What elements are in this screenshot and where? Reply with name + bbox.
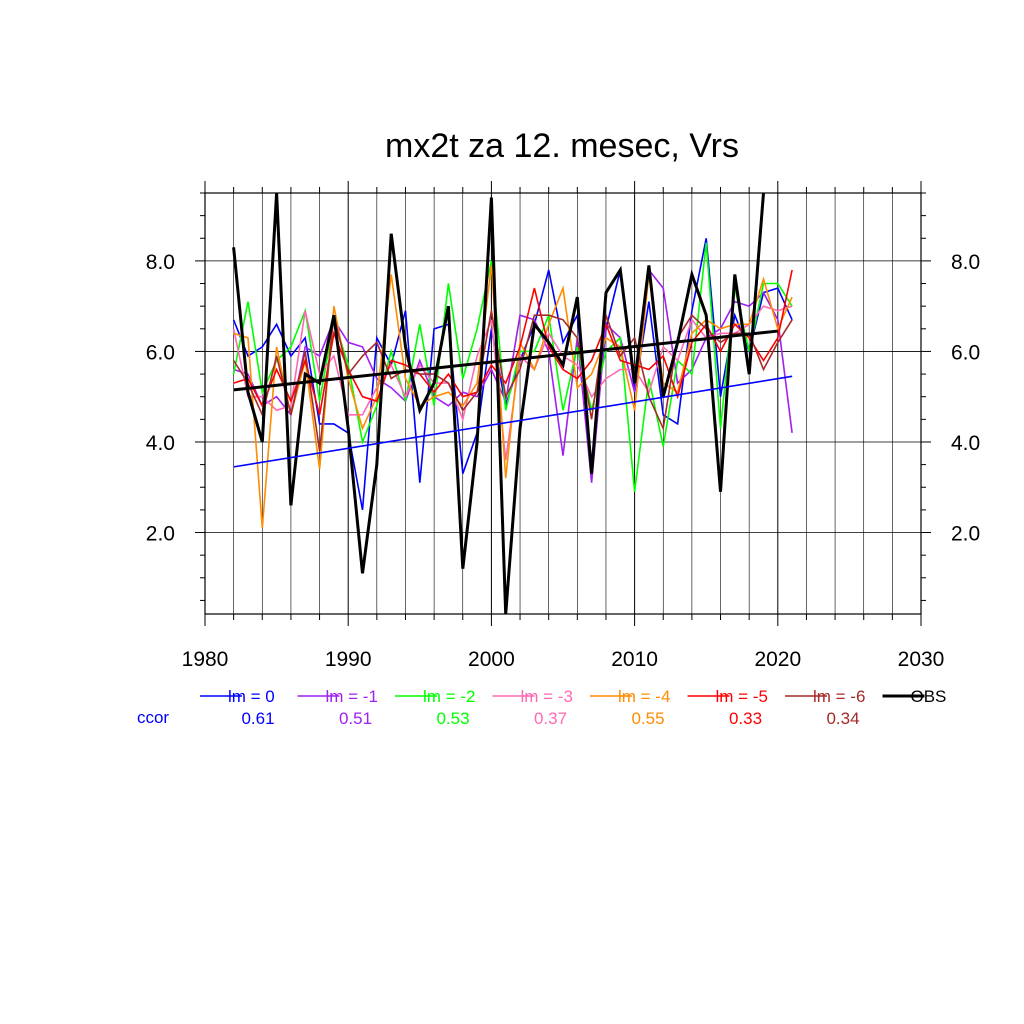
legend-label-2: lm = -2 xyxy=(423,687,475,706)
ccor-value-6: 0.34 xyxy=(826,709,859,728)
ccor-value-2: 0.53 xyxy=(436,709,469,728)
axis-tick-labels: 1980 1990 2000 2010 2020 2030 2.0 2.0 4.0 4.0 6.0 6… xyxy=(146,251,980,671)
y-tick-label-right: 4.0 xyxy=(951,432,980,455)
legend: ccor lm = 0 0.61 lm = -1 0.51 lm = -2 0.53 lm … xyxy=(137,687,946,728)
ccor-value-4: 0.55 xyxy=(631,709,664,728)
ccor-value-3: 0.37 xyxy=(534,709,567,728)
x-tick-label: 2010 xyxy=(611,648,658,671)
y-tick-label-left: 2.0 xyxy=(146,523,175,546)
ccor-value-5: 0.33 xyxy=(729,709,762,728)
x-tick-label: 2000 xyxy=(468,648,515,671)
legend-label-6: lm = -6 xyxy=(813,687,865,706)
y-tick-label-right: 2.0 xyxy=(951,523,980,546)
y-tick-label-right: 8.0 xyxy=(951,251,980,274)
x-tick-label: 1990 xyxy=(325,648,372,671)
ccor-value-1: 0.51 xyxy=(339,709,372,728)
y-tick-label-left: 6.0 xyxy=(146,341,175,364)
series-lines xyxy=(232,192,793,615)
legend-label-4: lm = -4 xyxy=(618,687,670,706)
ccor-label: ccor xyxy=(137,708,169,727)
legend-label-3: lm = -3 xyxy=(521,687,573,706)
chart-title: mx2t za 12. mesec, Vrs xyxy=(385,127,739,165)
series-line-7 xyxy=(232,192,765,615)
series-line-6 xyxy=(232,310,793,452)
trend-lines xyxy=(233,329,793,468)
series-line-5 xyxy=(233,269,793,416)
y-tick-label-right: 6.0 xyxy=(951,341,980,364)
x-tick-label: 2020 xyxy=(754,648,801,671)
y-tick-label-left: 8.0 xyxy=(146,251,175,274)
legend-label-1: lm = -1 xyxy=(326,687,378,706)
legend-label-0: lm = 0 xyxy=(228,687,275,706)
series-line-2 xyxy=(232,242,793,492)
x-tick-label: 1980 xyxy=(182,648,229,671)
x-tick-label: 2030 xyxy=(898,648,945,671)
ccor-value-0: 0.61 xyxy=(241,709,274,728)
trend-line-0 xyxy=(233,375,793,468)
minor-ticks xyxy=(195,181,931,626)
plot-frame xyxy=(204,192,922,615)
legend-label-7: OBS xyxy=(911,687,947,706)
series-line-1 xyxy=(233,267,793,483)
trend-line-7 xyxy=(233,329,778,392)
legend-label-5: lm = -5 xyxy=(716,687,768,706)
y-tick-label-left: 4.0 xyxy=(146,432,175,455)
